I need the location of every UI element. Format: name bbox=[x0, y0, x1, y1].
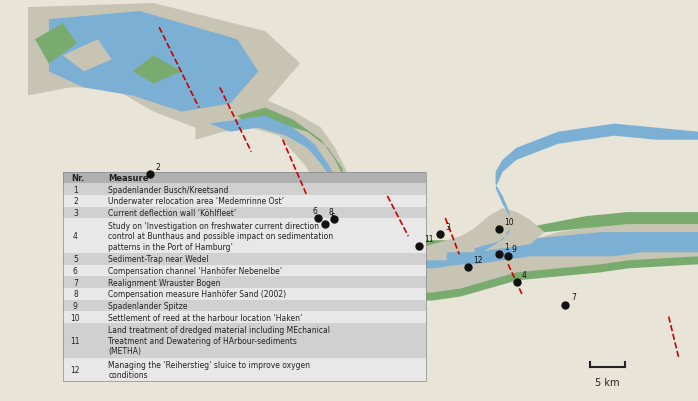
FancyBboxPatch shape bbox=[63, 196, 426, 207]
Polygon shape bbox=[447, 241, 698, 265]
Text: 9: 9 bbox=[512, 245, 517, 253]
Text: Current deflection wall ‘Köhlfleet’: Current deflection wall ‘Köhlfleet’ bbox=[108, 209, 237, 217]
Text: 3: 3 bbox=[445, 223, 450, 231]
Text: 8: 8 bbox=[73, 290, 77, 299]
Text: Managing the ‘Reiherstieg’ sluice to improve oxygen
conditions: Managing the ‘Reiherstieg’ sluice to imp… bbox=[108, 360, 310, 379]
Polygon shape bbox=[35, 24, 77, 64]
Text: 2: 2 bbox=[156, 162, 161, 171]
Text: 10: 10 bbox=[505, 217, 514, 226]
FancyBboxPatch shape bbox=[63, 265, 426, 277]
Text: 5 km: 5 km bbox=[595, 377, 620, 387]
Text: Spadenlander Spitze: Spadenlander Spitze bbox=[108, 301, 188, 310]
FancyBboxPatch shape bbox=[63, 288, 426, 300]
FancyBboxPatch shape bbox=[63, 277, 426, 288]
Text: 4: 4 bbox=[522, 271, 527, 279]
Polygon shape bbox=[237, 108, 698, 249]
Text: 11: 11 bbox=[70, 336, 80, 345]
Text: 4: 4 bbox=[73, 232, 77, 241]
Text: 11: 11 bbox=[424, 235, 434, 243]
Polygon shape bbox=[63, 40, 112, 72]
Text: 6: 6 bbox=[312, 207, 317, 215]
Text: 1: 1 bbox=[73, 185, 77, 194]
FancyBboxPatch shape bbox=[63, 207, 426, 219]
Text: 12: 12 bbox=[70, 365, 80, 374]
Text: Spadenlander Busch/Kreetsand: Spadenlander Busch/Kreetsand bbox=[108, 185, 228, 194]
Text: Realignment Wrauster Bogen: Realignment Wrauster Bogen bbox=[108, 278, 221, 287]
Text: 9: 9 bbox=[73, 301, 77, 310]
Text: 10: 10 bbox=[70, 313, 80, 322]
Text: 2: 2 bbox=[73, 197, 77, 206]
FancyBboxPatch shape bbox=[63, 184, 426, 196]
Text: 12: 12 bbox=[473, 255, 483, 264]
Text: 5: 5 bbox=[73, 255, 77, 264]
Polygon shape bbox=[419, 209, 544, 261]
FancyBboxPatch shape bbox=[63, 172, 426, 184]
FancyBboxPatch shape bbox=[63, 312, 426, 323]
Polygon shape bbox=[49, 12, 258, 112]
Text: Underwater relocation area ‘Medemrinne Ost’: Underwater relocation area ‘Medemrinne O… bbox=[108, 197, 284, 206]
Text: 7: 7 bbox=[73, 278, 77, 287]
FancyBboxPatch shape bbox=[63, 253, 426, 265]
Text: 7: 7 bbox=[571, 293, 576, 302]
Polygon shape bbox=[133, 56, 181, 84]
Text: 8: 8 bbox=[328, 207, 333, 216]
Polygon shape bbox=[28, 4, 300, 128]
Text: Compensation channel ‘Hanhöfer Nebenelbe’: Compensation channel ‘Hanhöfer Nebenelbe… bbox=[108, 266, 282, 275]
FancyBboxPatch shape bbox=[63, 358, 426, 381]
Text: Land treatment of dredged material including MEchanical
Treatment and Dewatering: Land treatment of dredged material inclu… bbox=[108, 326, 330, 355]
Polygon shape bbox=[209, 116, 698, 269]
Text: Compensation measure Hanhöfer Sand (2002): Compensation measure Hanhöfer Sand (2002… bbox=[108, 290, 286, 299]
Polygon shape bbox=[475, 124, 698, 257]
Text: 5: 5 bbox=[330, 213, 335, 221]
Text: 1: 1 bbox=[505, 243, 510, 251]
Text: Settlement of reed at the harbour location ‘Haken’: Settlement of reed at the harbour locati… bbox=[108, 313, 302, 322]
FancyBboxPatch shape bbox=[63, 300, 426, 312]
Text: Sediment-Trap near Wedel: Sediment-Trap near Wedel bbox=[108, 255, 209, 264]
Polygon shape bbox=[349, 257, 698, 301]
FancyBboxPatch shape bbox=[63, 219, 426, 253]
FancyBboxPatch shape bbox=[63, 323, 426, 358]
Text: Measure: Measure bbox=[108, 174, 149, 183]
Text: 3: 3 bbox=[73, 209, 77, 217]
Polygon shape bbox=[195, 100, 698, 301]
Text: Study on ‘Investigation on freshwater current direction
control at Bunthaus and : Study on ‘Investigation on freshwater cu… bbox=[108, 221, 334, 251]
Text: 6: 6 bbox=[73, 266, 77, 275]
Text: Nr.: Nr. bbox=[71, 174, 84, 183]
